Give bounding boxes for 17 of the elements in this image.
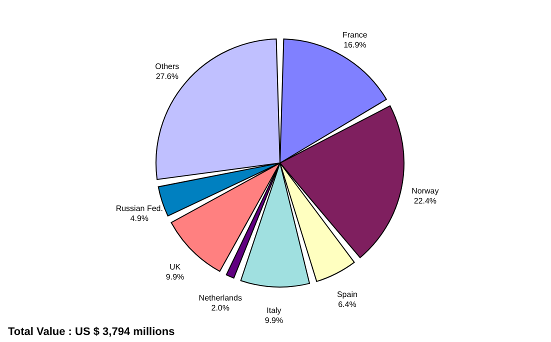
data-label: 22.4% <box>414 196 437 206</box>
data-label: 16.9% <box>344 40 366 50</box>
data-label: 6.4% <box>338 300 356 309</box>
data-label: 9.9% <box>264 316 284 325</box>
slice-label: Netherlands <box>198 293 242 302</box>
data-label: 27.6% <box>156 72 178 82</box>
data-label: 4.9% <box>130 214 149 224</box>
slice-label: Spain <box>336 290 358 299</box>
slice-label: Norway <box>412 186 439 196</box>
slice-label: Italy <box>266 306 282 315</box>
text: Total Value : US $ 3,794 millions <box>8 326 175 338</box>
slice-label: France <box>342 30 368 40</box>
data-label: 9.9% <box>166 272 184 282</box>
data-label: 2.0% <box>211 303 230 312</box>
slice-label: UK <box>169 262 182 272</box>
slice-label: Russian Fed. <box>116 204 163 214</box>
slice-label: Others <box>155 62 180 72</box>
